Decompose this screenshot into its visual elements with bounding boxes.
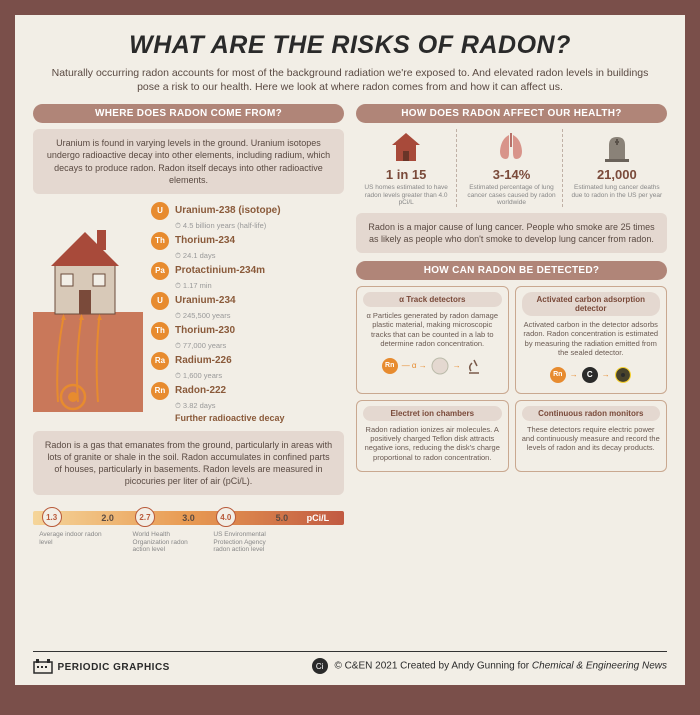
ci-badge-icon: Ci [312, 658, 328, 674]
decay-chain: U Uranium-238 (isotope) ⏱ 4.5 billion ye… [151, 202, 344, 423]
element-symbol-icon: Ra [151, 352, 169, 370]
detector-description: Radon radiation ionizes air molecules. A… [363, 425, 502, 463]
health-paragraph: Radon is a major cause of lung cancer. P… [356, 213, 667, 253]
element-name: Uranium-238 (isotope) [175, 205, 281, 216]
health-stat: 1 in 15 US homes estimated to have radon… [356, 129, 457, 206]
detector-card: Activated carbon adsorption detector Act… [515, 286, 668, 394]
rn-icon: Rn [550, 367, 566, 383]
element-name: Protactinium-234m [175, 265, 265, 276]
section-heading-detect: HOW CAN RADON BE DETECTED? [356, 261, 667, 280]
footer: PERIODIC GRAPHICS Ci © C&EN 2021 Created… [33, 651, 667, 675]
detector-grid: α Track detectors α Particles generated … [356, 286, 667, 472]
house-icon [359, 129, 453, 165]
decay-element: U Uranium-238 (isotope) [151, 202, 344, 220]
decay-element: Th Thorium-234 [151, 232, 344, 250]
health-stats: 1 in 15 US homes estimated to have radon… [356, 129, 667, 206]
decay-element: U Uranium-234 [151, 292, 344, 310]
scale-number: 2.0 [101, 513, 114, 523]
radiation-icon [614, 366, 632, 384]
detector-diagram: Rn→C→ [522, 362, 661, 388]
element-name: Radon-222 [175, 385, 226, 396]
detector-card: α Track detectors α Particles generated … [356, 286, 509, 394]
element-symbol-icon: Th [151, 322, 169, 340]
grave-icon [570, 129, 664, 165]
stat-value: 21,000 [570, 167, 664, 182]
scale-unit: pCi/L [307, 513, 330, 523]
scale-number: 5.0 [276, 513, 289, 523]
element-name: Uranium-234 [175, 295, 236, 306]
origin-paragraph-2: Radon is a gas that emanates from the gr… [33, 431, 344, 496]
stat-value: 3-14% [464, 167, 558, 182]
detector-diagram: Rn— α →→ [363, 353, 502, 379]
decay-element: Pa Protactinium-234m [151, 262, 344, 280]
half-life: ⏱ 4.5 billion years (half-life) [175, 221, 344, 231]
radon-scale: 1.3 Average indoor radon level2.7 World … [33, 503, 344, 553]
stat-value: 1 in 15 [359, 167, 453, 182]
scale-number: 3.0 [182, 513, 195, 523]
scale-label: Average indoor radon level [39, 531, 109, 545]
stat-caption: Estimated percentage of lung cancer case… [464, 184, 558, 206]
rn-icon: Rn [382, 358, 398, 374]
page-title: WHAT ARE THE RISKS OF RADON? [33, 31, 667, 60]
section-heading-health: HOW DOES RADON AFFECT OUR HEALTH? [356, 104, 667, 123]
health-stat: 21,000 Estimated lung cancer deaths due … [567, 129, 667, 206]
half-life: ⏱ 1.17 min [175, 281, 344, 291]
scale-label: World Health Organization radon action l… [133, 531, 203, 552]
stat-caption: Estimated lung cancer deaths due to rado… [570, 184, 664, 199]
detector-title: α Track detectors [363, 292, 502, 307]
microscope-icon [465, 357, 483, 375]
element-symbol-icon: Th [151, 232, 169, 250]
decay-element: Th Thorium-230 [151, 322, 344, 340]
element-name: Thorium-230 [175, 325, 235, 336]
element-symbol-icon: U [151, 202, 169, 220]
element-name: Thorium-234 [175, 235, 235, 246]
half-life: ⏱ 1,600 years [175, 371, 344, 381]
detector-title: Continuous radon monitors [522, 406, 661, 421]
detector-description: α Particles generated by radon damage pl… [363, 311, 502, 349]
half-life: ⏱ 3.82 days [175, 401, 344, 411]
element-symbol-icon: Rn [151, 382, 169, 400]
detector-card: Electret ion chambers Radon radiation io… [356, 400, 509, 473]
credit-line: Ci © C&EN 2021 Created by Andy Gunning f… [312, 658, 667, 674]
detector-description: Activated carbon in the detector adsorbs… [522, 320, 661, 358]
lungs-icon [464, 129, 558, 165]
scale-label: US Environmental Protection Agency radon… [213, 531, 283, 552]
further-decay-label: Further radioactive decay [175, 413, 344, 423]
half-life: ⏱ 24.1 days [175, 251, 344, 261]
section-heading-origin: WHERE DOES RADON COME FROM? [33, 104, 344, 123]
periodic-graphics-logo: PERIODIC GRAPHICS [33, 657, 170, 675]
detector-title: Activated carbon adsorption detector [522, 292, 661, 316]
decay-element: Ra Radium-226 [151, 352, 344, 370]
detector-title: Electret ion chambers [363, 406, 502, 421]
element-symbol-icon: U [151, 292, 169, 310]
half-life: ⏱ 77,000 years [175, 341, 344, 351]
health-stat: 3-14% Estimated percentage of lung cance… [461, 129, 562, 206]
detector-card: Continuous radon monitors These detector… [515, 400, 668, 473]
carbon-icon: C [582, 367, 598, 383]
right-column: HOW DOES RADON AFFECT OUR HEALTH? 1 in 1… [356, 104, 667, 553]
house-ground-diagram [33, 202, 143, 423]
left-column: WHERE DOES RADON COME FROM? Uranium is f… [33, 104, 344, 553]
origin-paragraph-1: Uranium is found in varying levels in th… [33, 129, 344, 194]
intro-text: Naturally occurring radon accounts for m… [33, 66, 667, 94]
element-symbol-icon: Pa [151, 262, 169, 280]
half-life: ⏱ 245,500 years [175, 311, 344, 321]
element-name: Radium-226 [175, 355, 232, 366]
detector-description: These detectors require electric power a… [522, 425, 661, 453]
decay-element: Rn Radon-222 [151, 382, 344, 400]
stat-caption: US homes estimated to have radon levels … [359, 184, 453, 206]
